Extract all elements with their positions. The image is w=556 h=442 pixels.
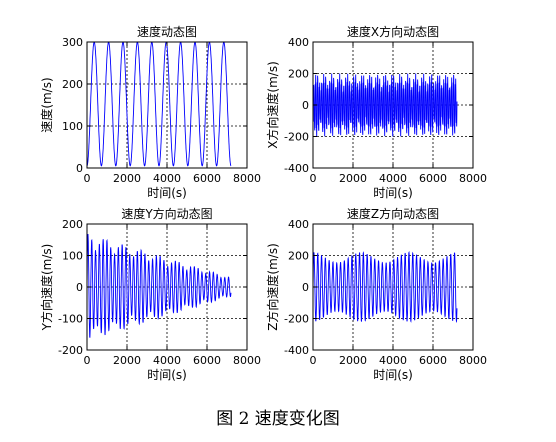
chart-title: 速度Z方向动态图: [347, 206, 439, 221]
y-tick-label: 200: [288, 68, 309, 81]
y-tick-label: 100: [62, 120, 83, 133]
y-tick-label: 0: [302, 99, 309, 112]
figure-caption: 图 2 速度变化图: [216, 409, 340, 429]
y-tick-label: -200: [284, 313, 309, 326]
y-tick-label: 0: [76, 281, 83, 294]
x-axis-label: 时间(s): [147, 186, 187, 200]
subplot-3: 0 2000 4000 6000 8000 -200 -100 0 100 200 速度Y方向动态图…: [39, 206, 261, 382]
x-axis-label: 时间(s): [373, 186, 413, 200]
x-tick-label: 0: [310, 172, 317, 185]
y-axis-label: X方向速度(m/s): [265, 61, 280, 149]
y-tick-label: 200: [288, 250, 309, 263]
y-tick-label: 400: [288, 36, 309, 49]
x-tick-label: 2000: [113, 172, 141, 185]
y-tick-label: -400: [284, 344, 309, 357]
y-tick-label: 400: [288, 218, 309, 231]
subplot-4: 0 2000 4000 6000 8000 -400 -200 0 200 400 速度Z方向动态图…: [265, 206, 487, 382]
y-tick-label: -200: [58, 344, 83, 357]
y-tick-label: 200: [62, 78, 83, 91]
x-tick-label: 0: [310, 354, 317, 367]
x-tick-label: 4000: [379, 354, 407, 367]
x-tick-label: 4000: [379, 172, 407, 185]
chart-title: 速度X方向动态图: [347, 24, 439, 39]
y-tick-label: 100: [62, 250, 83, 263]
figure: 0 2000 4000 6000 80000100200300速度动态图时间(s)速度(…: [39, 24, 487, 382]
x-tick-label: 4000: [153, 172, 181, 185]
chart-title: 速度动态图: [137, 24, 197, 39]
x-tick-label: 0: [84, 172, 91, 185]
axes-box: [86, 41, 248, 169]
chart-title: 速度Y方向动态图: [121, 206, 212, 221]
y-axis-label: 速度(m/s): [39, 77, 54, 132]
y-axis-label: Z方向速度(m/s): [265, 243, 280, 331]
x-tick-label: 8000: [459, 354, 487, 367]
x-tick-label: 4000: [153, 354, 181, 367]
y-tick-label: 0: [76, 162, 83, 175]
y-tick-label: 300: [62, 36, 83, 49]
x-tick-label: 6000: [193, 354, 221, 367]
x-tick-label: 2000: [113, 354, 141, 367]
x-tick-label: 8000: [459, 172, 487, 185]
x-tick-label: 6000: [419, 354, 447, 367]
x-tick-label: 2000: [339, 172, 367, 185]
y-tick-label: -200: [284, 131, 309, 144]
y-tick-label: -400: [284, 162, 309, 175]
x-tick-label: 8000: [233, 172, 261, 185]
x-tick-label: 6000: [193, 172, 221, 185]
y-tick-label: 200: [62, 218, 83, 231]
series-line: [86, 233, 232, 338]
y-axis-label: Y方向速度(m/s): [39, 244, 54, 332]
subplot-2: 0 2000 4000 6000 8000 -400 -200 0 200 400 速度X方向动态图…: [265, 24, 487, 200]
series-line: [312, 250, 458, 324]
series-line: [312, 73, 458, 137]
y-tick-label: 0: [302, 281, 309, 294]
x-tick-label: 0: [84, 354, 91, 367]
x-axis-label: 时间(s): [147, 368, 187, 382]
x-tick-label: 2000: [339, 354, 367, 367]
x-tick-label: 6000: [419, 172, 447, 185]
x-tick-label: 8000: [233, 354, 261, 367]
x-axis-label: 时间(s): [373, 368, 413, 382]
y-tick-label: -100: [58, 313, 83, 326]
series-line: [86, 41, 232, 167]
